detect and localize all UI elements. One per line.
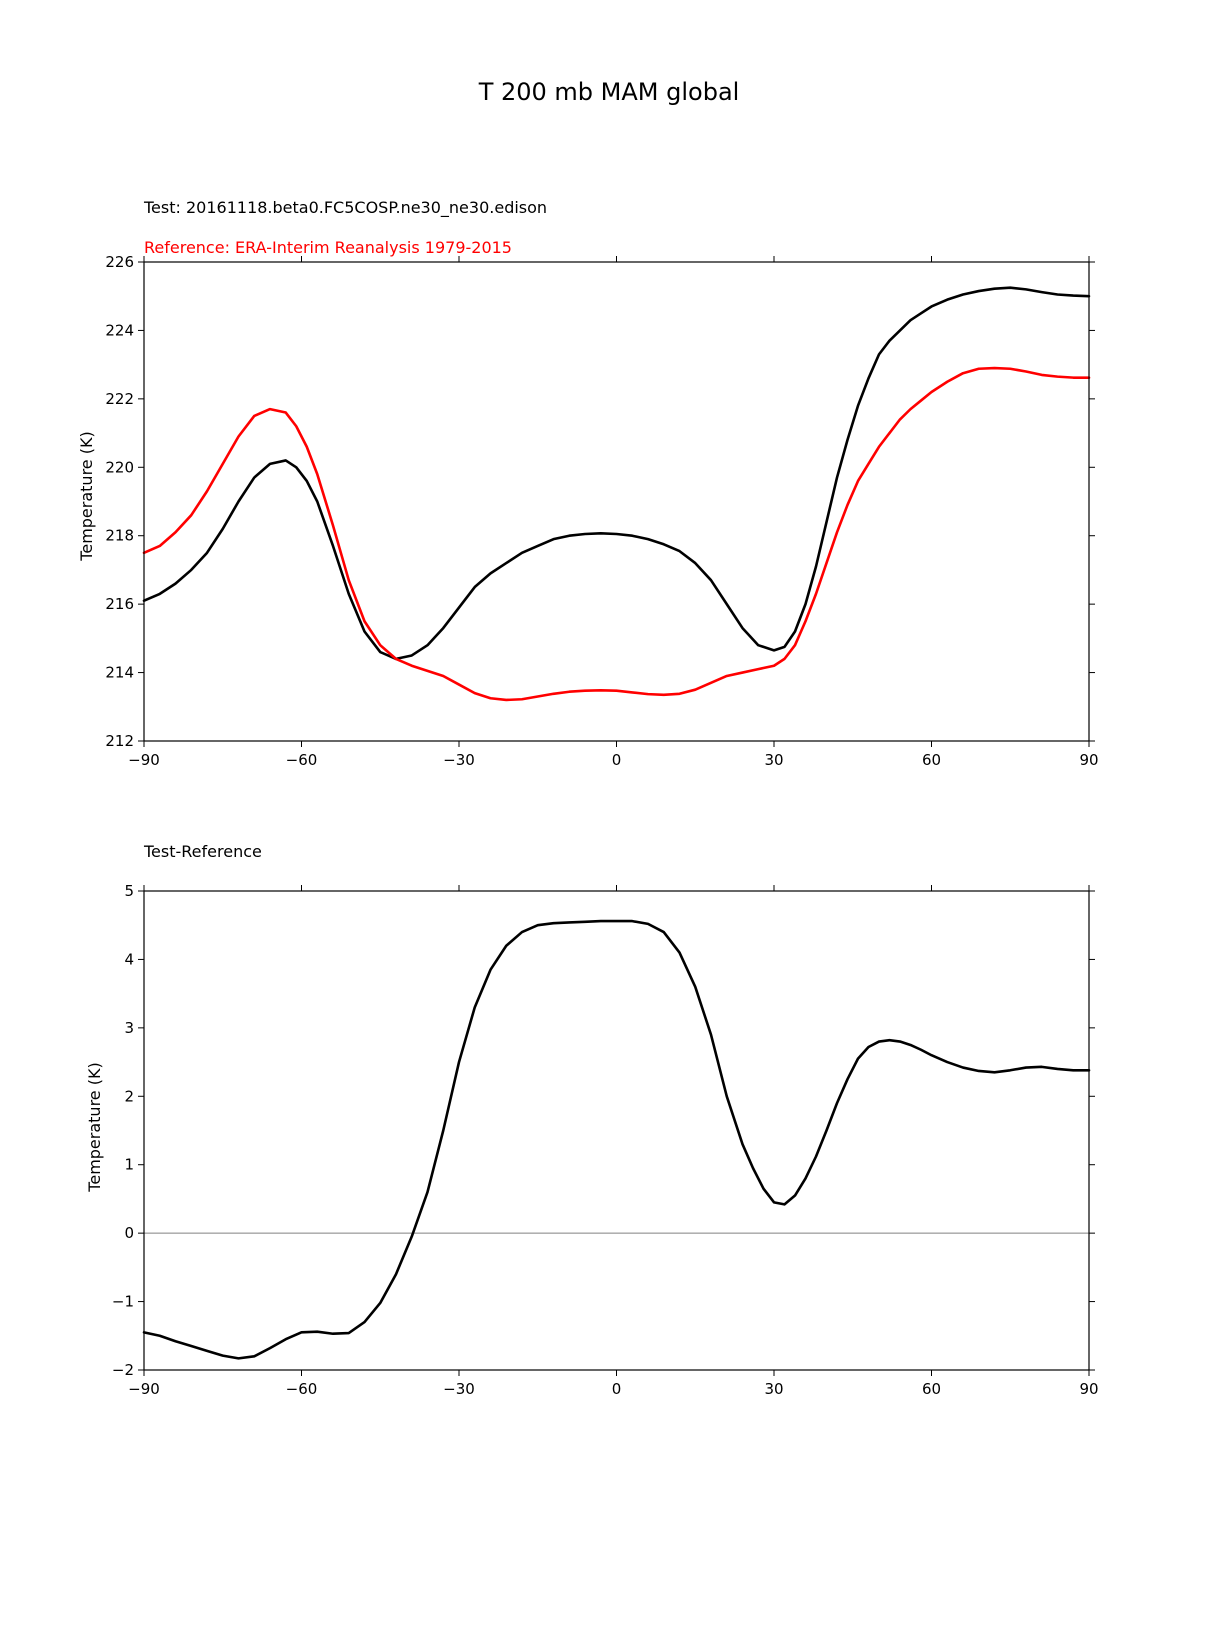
top-y-tick-label: 214 bbox=[105, 664, 134, 682]
bottom-x-tick-label: 60 bbox=[922, 1380, 941, 1398]
figure-title: T 200 mb MAM global bbox=[478, 78, 740, 106]
bottom-x-tick-label: −90 bbox=[128, 1380, 160, 1398]
bottom-y-tick-label: 4 bbox=[124, 950, 134, 968]
top-y-tick-label: 222 bbox=[105, 390, 134, 408]
bottom-y-tick-label: 0 bbox=[124, 1224, 134, 1242]
bottom-x-tick-label: −60 bbox=[286, 1380, 318, 1398]
bottom-y-tick-label: −2 bbox=[112, 1361, 134, 1379]
bottom-plot-frame bbox=[143, 890, 1090, 1371]
top-y-axis-label: Temperature (K) bbox=[77, 431, 96, 561]
difference-label: Test-Reference bbox=[143, 842, 262, 861]
bottom-panel: −90 −60 −30 0 30 60 90 −2 −1 0 1 2 3 4 5 bbox=[112, 882, 1099, 1398]
bottom-y-axis-label: Temperature (K) bbox=[85, 1062, 104, 1192]
top-x-tick-label: −30 bbox=[443, 751, 475, 769]
bottom-x-tick-label: 30 bbox=[764, 1380, 783, 1398]
reference-label: Reference: ERA-Interim Reanalysis 1979-2… bbox=[144, 238, 512, 257]
test-label: Test: 20161118.beta0.FC5COSP.ne30_ne30.e… bbox=[143, 198, 547, 218]
top-x-tick-label: 60 bbox=[922, 751, 941, 769]
bottom-x-tick-label: −30 bbox=[443, 1380, 475, 1398]
top-x-tick-label: −90 bbox=[128, 751, 160, 769]
bottom-y-tick-label: 3 bbox=[124, 1019, 134, 1037]
top-panel: −90 −60 −30 0 30 60 90 212 214 216 218 220 222 224 226 bbox=[105, 253, 1098, 769]
bottom-y-tick-label: 1 bbox=[124, 1156, 134, 1174]
top-y-tick-label: 224 bbox=[105, 321, 134, 339]
top-y-tick-label: 216 bbox=[105, 595, 134, 613]
top-y-tick-label: 218 bbox=[105, 527, 134, 545]
top-plot-frame bbox=[143, 261, 1090, 742]
top-x-tick-label: 0 bbox=[612, 751, 622, 769]
bottom-y-tick-label: 2 bbox=[124, 1087, 134, 1105]
bottom-series-line-0 bbox=[142, 919, 1091, 1360]
bottom-y-tick-label: 5 bbox=[124, 882, 134, 900]
bottom-x-tick-label: 0 bbox=[612, 1380, 622, 1398]
top-x-tick-label: −60 bbox=[286, 751, 318, 769]
top-x-tick-label: 30 bbox=[764, 751, 783, 769]
top-series-line-1 bbox=[142, 366, 1091, 702]
top-x-tick-label: 90 bbox=[1079, 751, 1098, 769]
top-y-tick-label: 226 bbox=[105, 253, 134, 271]
top-series-line-0 bbox=[142, 286, 1091, 661]
top-y-tick-label: 212 bbox=[105, 732, 134, 750]
bottom-x-tick-label: 90 bbox=[1079, 1380, 1098, 1398]
top-y-tick-label: 220 bbox=[105, 458, 134, 476]
bottom-y-tick-label: −1 bbox=[112, 1293, 134, 1311]
